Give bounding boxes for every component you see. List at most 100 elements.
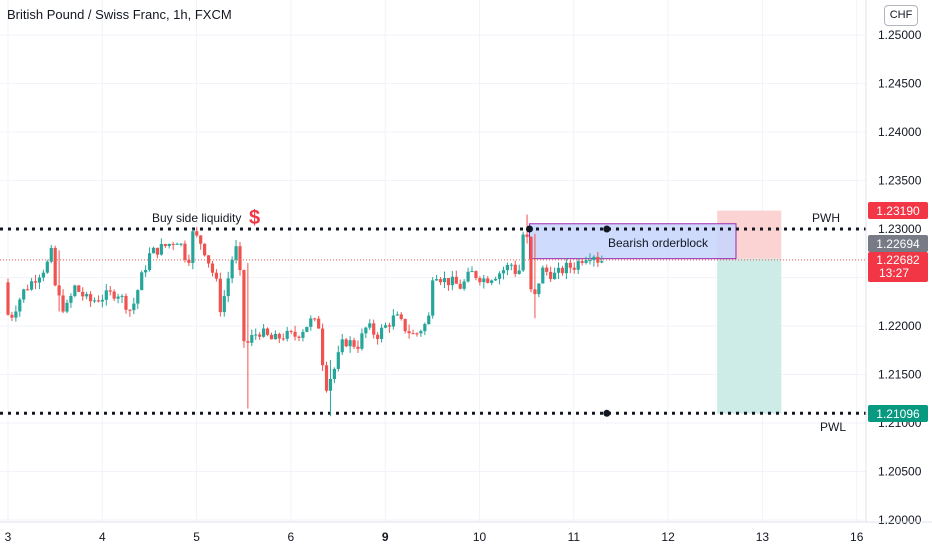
target-price-text: 1.21096 (876, 407, 920, 421)
candle-body (191, 231, 195, 263)
candle-body (77, 285, 81, 292)
price-tick-label: 1.20000 (878, 513, 922, 527)
time-tick-label: 6 (288, 530, 295, 544)
candle-body (560, 267, 565, 274)
candle-body (438, 279, 443, 283)
candle-body (151, 247, 156, 254)
price-tick-label: 1.24500 (878, 77, 922, 91)
candle-body (387, 325, 392, 327)
time-tick-label: 16 (850, 530, 864, 544)
candle-body (344, 339, 348, 347)
time-tick-label: 13 (756, 530, 770, 544)
candle-body (576, 261, 580, 270)
price-tick-label: 1.23000 (878, 222, 922, 236)
candle-body (340, 339, 344, 353)
pwl-label: PWL (820, 420, 846, 434)
candle-body (513, 264, 517, 274)
candle-body (53, 247, 57, 286)
candle-body (399, 314, 403, 319)
candle-body (214, 272, 219, 279)
candle-body (600, 261, 604, 263)
candle-body (262, 328, 266, 337)
candle-body (104, 290, 108, 300)
candle-body (45, 261, 49, 273)
candle-body (18, 299, 22, 312)
candle-body (88, 294, 93, 302)
candle-body (269, 334, 274, 340)
candle-body (301, 331, 305, 338)
candle-body (328, 379, 333, 391)
candle-body (442, 278, 447, 283)
candle-body (482, 278, 486, 283)
candle-body (446, 278, 451, 286)
candle-body (155, 247, 160, 255)
candle-body (140, 272, 144, 291)
last-price-tag (868, 252, 928, 282)
candle-body (273, 333, 277, 340)
currency-button[interactable]: CHF (884, 5, 918, 26)
candle-body (497, 273, 502, 279)
candle-body (171, 243, 175, 245)
candle-body (41, 272, 45, 278)
candle-body (533, 289, 537, 295)
candle-body (203, 243, 207, 256)
candle-body (474, 271, 478, 279)
price-tick-label: 1.20500 (878, 465, 922, 479)
pwh-anchor-dot[interactable] (525, 225, 533, 233)
candle-body (26, 289, 30, 291)
candle-body (175, 243, 179, 245)
candle-body (478, 278, 482, 283)
candle-body (556, 267, 561, 273)
candle-body (320, 328, 325, 366)
price-axis[interactable]: 1.250001.245001.240001.235001.230001.225… (878, 28, 922, 527)
candle-body (195, 231, 199, 236)
candle-body (537, 283, 541, 295)
candle-body (431, 280, 435, 316)
candle-body (462, 281, 466, 289)
candle-body (33, 281, 38, 283)
pwl-anchor-dot[interactable] (603, 409, 611, 417)
candle-body (356, 346, 360, 349)
candle-body (450, 276, 454, 286)
candle-body (250, 335, 254, 343)
time-tick-label: 10 (473, 530, 487, 544)
take-profit-zone[interactable] (717, 258, 782, 414)
candle-body (37, 277, 42, 283)
candle-body (297, 336, 301, 338)
candle-body (568, 262, 572, 268)
price-labels: 1.23190 1.22694 1.22682 13:27 1.21096 (868, 202, 928, 422)
candle-body (136, 290, 140, 304)
orderblock-price-text: 1.22694 (876, 237, 920, 251)
candle-body (454, 276, 458, 284)
candle-body (541, 267, 545, 284)
candle-body (395, 314, 399, 316)
candle-body (572, 267, 576, 270)
candle-body (324, 365, 329, 391)
candle-body (163, 244, 167, 247)
candle-body (427, 315, 431, 325)
candle-body (372, 323, 376, 335)
time-axis[interactable]: 3 4 5 6 9 10 11 12 13 16 (0, 521, 932, 544)
candle-body (525, 234, 529, 237)
candle-body (293, 331, 297, 337)
orderblock-price-tag (868, 235, 928, 252)
candle-body (183, 243, 187, 260)
candle-body (360, 333, 364, 349)
candle-body (521, 234, 525, 271)
candle-body (529, 236, 533, 290)
candle-body (336, 352, 340, 369)
time-tick-label: 12 (661, 530, 675, 544)
candle-body (552, 272, 557, 280)
candle-body (265, 328, 270, 335)
candle-body (65, 302, 69, 312)
candle-body (14, 311, 18, 318)
candle-body (128, 309, 132, 311)
candle-body (10, 314, 14, 318)
candle-body (242, 270, 246, 342)
candle-body (92, 300, 97, 302)
candle-body (490, 280, 494, 283)
candle-body (383, 325, 388, 328)
pwh-anchor-dot[interactable] (603, 225, 611, 233)
last-price-text: 1.22682 (876, 253, 920, 267)
